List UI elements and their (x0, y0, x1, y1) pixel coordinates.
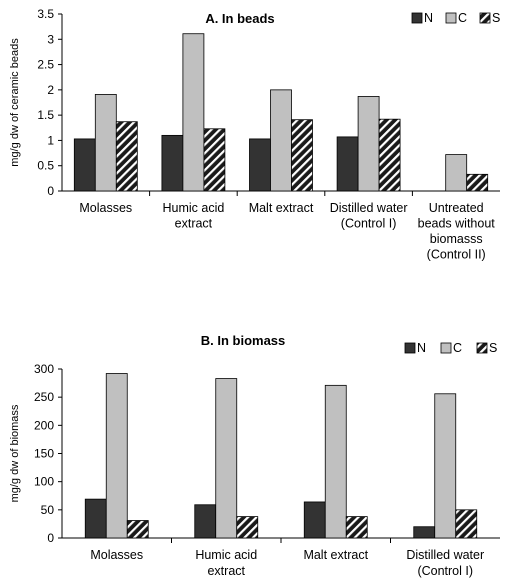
bar-s (203, 128, 226, 192)
bar-c (215, 378, 238, 539)
bar-c (94, 94, 117, 192)
y-tick-label: 50 (41, 503, 55, 517)
y-tick-label: 300 (34, 362, 54, 376)
x-category-label: Untreated beads without biomasss (Control I… (418, 201, 496, 262)
bar-n (303, 501, 326, 539)
bar-s (466, 173, 489, 192)
bar-n (84, 498, 107, 539)
bar-c (270, 89, 292, 192)
legend-label-n: N (417, 341, 426, 355)
bar-s (291, 119, 313, 192)
legend-swatch-c (445, 12, 457, 24)
legend-swatch-n (411, 12, 423, 24)
y-tick-label: 0 (47, 184, 54, 198)
legend-label-s: S (489, 341, 497, 355)
legend-label-c: C (458, 11, 467, 25)
bar-n (413, 526, 436, 539)
chart-title: A. In beads (205, 11, 274, 26)
x-category-label: Molasses (90, 548, 143, 562)
x-category-label: Distilled water (Control I) (330, 201, 408, 231)
bar-n (336, 136, 359, 192)
y-tick-label: 250 (34, 390, 54, 404)
y-tick-label: 100 (34, 475, 54, 489)
y-tick-label: 2 (47, 83, 54, 97)
bar-c (445, 154, 468, 192)
bar-c (105, 373, 128, 539)
legend-label-s: S (492, 11, 500, 25)
bar-s (126, 520, 149, 539)
bar-c (324, 384, 347, 539)
x-category-label: Distilled water (Control I) (406, 548, 484, 578)
bar-n (73, 138, 96, 192)
bar-c (357, 96, 380, 192)
y-tick-label: 1.5 (37, 108, 54, 122)
bar-n (194, 504, 217, 539)
bar-c (434, 393, 457, 539)
bar-s (345, 516, 368, 539)
legend-label-n: N (424, 11, 433, 25)
y-tick-label: 0.5 (37, 159, 54, 173)
y-tick-label: 2.5 (37, 58, 54, 72)
x-category-label: Humic acid extract (195, 548, 257, 578)
x-category-label: Malt extract (249, 201, 314, 215)
y-tick-label: 200 (34, 418, 54, 432)
legend-swatch-s (479, 12, 491, 24)
chart-title: B. In biomass (201, 333, 286, 348)
legend-swatch-n (404, 342, 416, 354)
bar-s (455, 509, 478, 539)
bar-n (161, 134, 184, 192)
x-category-label: Molasses (79, 201, 132, 215)
bar-s (236, 516, 259, 539)
legend-swatch-c (440, 342, 452, 354)
bar-s (115, 121, 138, 192)
chart-b: B. In biomass mg/g dw of biomass 0 50 100 150… (9, 333, 500, 578)
legend-label-c: C (453, 341, 462, 355)
y-tick-label: 1 (47, 133, 54, 147)
y-tick-label: 150 (34, 447, 54, 461)
y-tick-label: 3.5 (37, 7, 54, 21)
chart-a: A. In beads mg/g dw of ceramic beads 0 0.5 1… (9, 7, 500, 262)
x-category-label: Malt extract (303, 548, 368, 562)
y-tick-label: 3 (47, 32, 54, 46)
bar-c (182, 33, 205, 192)
y-axis-label: mg/g dw of biomass (9, 404, 21, 502)
y-axis-label: mg/g dw of ceramic beads (9, 38, 21, 167)
bar-s (378, 118, 401, 192)
y-tick-label: 0 (47, 531, 54, 545)
legend-swatch-s (476, 342, 488, 354)
x-category-label: Humic acid extract (162, 201, 224, 231)
bar-n (249, 138, 271, 192)
